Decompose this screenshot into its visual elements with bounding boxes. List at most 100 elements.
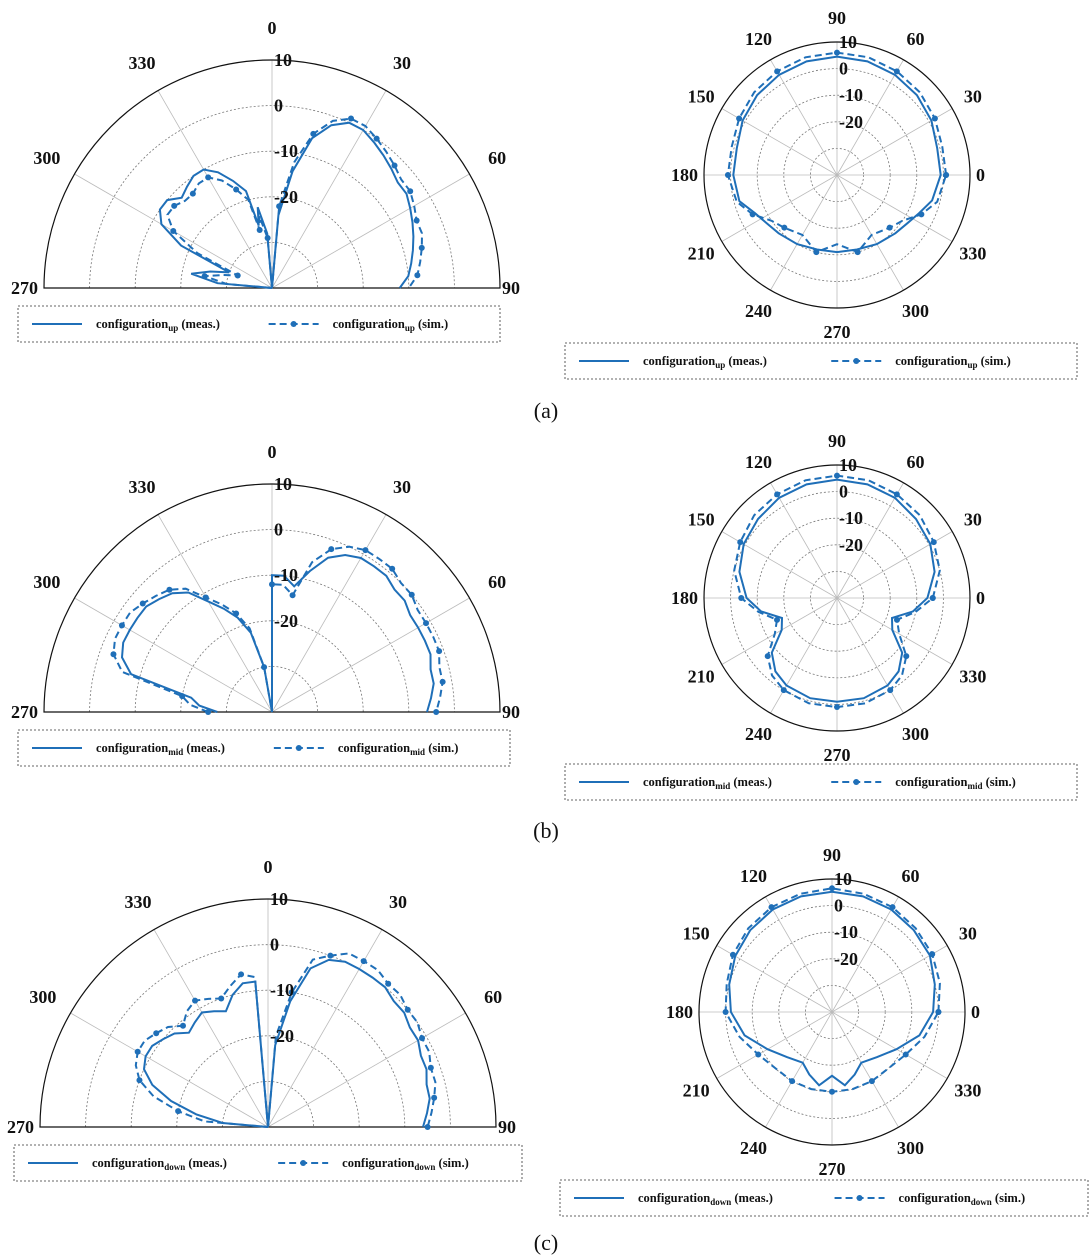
series-point-sim — [929, 595, 936, 601]
grid-spoke — [831, 1011, 948, 1079]
series-point-sim — [391, 162, 398, 169]
series-point-sim — [903, 653, 910, 660]
angle-tick-label: 60 — [901, 866, 919, 886]
series-point-sim — [264, 235, 271, 242]
angle-tick-label: 0 — [971, 1002, 980, 1022]
angle-tick-label: 30 — [389, 892, 407, 912]
series-point-sim — [179, 1022, 186, 1029]
series-point-sim — [419, 1035, 426, 1042]
series-line-meas — [728, 890, 936, 1087]
series-point-sim — [929, 951, 936, 958]
series-point-sim — [893, 491, 900, 498]
series-point-sim — [327, 952, 334, 959]
series-line-meas — [732, 55, 942, 254]
radial-tick-label: -20 — [839, 535, 863, 555]
angle-tick-label: 210 — [688, 666, 715, 686]
series-point-sim — [887, 687, 894, 694]
panel-label-a: (a) — [534, 398, 558, 423]
angle-tick-label: 330 — [959, 243, 986, 263]
angle-tick-label: 0 — [976, 165, 985, 185]
series-point-sim — [362, 547, 369, 554]
angle-tick-label: 30 — [959, 924, 977, 944]
series-point-sim — [834, 472, 840, 479]
legend-label-meas: configurationup (meas.) — [96, 317, 220, 333]
series-point-sim — [902, 1051, 909, 1058]
grid-spoke — [836, 59, 904, 176]
angle-tick-label: 120 — [740, 866, 767, 886]
series-point-sim — [192, 997, 199, 1004]
series-line-sim — [733, 474, 941, 709]
series-line-sim — [724, 887, 941, 1093]
series-point-sim — [893, 68, 900, 75]
series-point-sim — [408, 591, 415, 598]
angle-tick-label: 150 — [683, 924, 710, 944]
series-point-sim — [202, 594, 209, 601]
legend-marker-sim — [295, 745, 302, 751]
series-point-sim — [431, 1094, 438, 1101]
series-point-sim — [414, 272, 421, 279]
radial-tick-label: 10 — [839, 455, 857, 475]
polar-frame — [703, 41, 971, 309]
legend-marker-sim — [856, 1195, 863, 1201]
series-point-sim — [407, 188, 414, 195]
grid-spoke — [271, 173, 470, 289]
series-point-sim — [889, 904, 896, 911]
radial-tick-label: -10 — [839, 508, 863, 528]
grid-spoke — [831, 1011, 899, 1128]
grid-spoke — [836, 597, 904, 714]
legend-box — [559, 1179, 1089, 1217]
grid-spoke — [157, 90, 273, 289]
legend-label-sim: configurationmid (sim.) — [895, 775, 1016, 791]
series-point-sim — [935, 1009, 942, 1015]
grid-spoke — [267, 1012, 466, 1128]
polar-chart-a-full: 0 30 60 90 120 150 180 210 240 270 300 330 10 0 -10 -20… — [564, 8, 1078, 380]
polar-chart-b-full: 0 30 60 90 120 150 180 210 240 270 300 330 10 0 -10 -20… — [564, 431, 1078, 801]
radial-tick-label: -20 — [839, 112, 863, 132]
angle-tick-label: 30 — [393, 53, 411, 73]
angle-tick-label: 60 — [484, 987, 502, 1007]
angle-tick-label: 90 — [823, 845, 841, 865]
angle-tick-label: 240 — [740, 1138, 767, 1158]
radial-tick-label: 0 — [274, 520, 283, 540]
angle-tick-label: 180 — [666, 1002, 693, 1022]
angle-tick-label: 300 — [33, 572, 60, 592]
series-point-sim — [774, 68, 781, 75]
legend-box — [13, 1144, 523, 1182]
polar-chart-b-half: 270 300 330 0 30 60 90 10 0 -10 -20 configurationmi… — [11, 442, 520, 767]
series-point-sim — [413, 217, 420, 224]
grid-spoke — [765, 1011, 833, 1128]
series-point-sim — [829, 1088, 835, 1095]
grid-spoke — [721, 597, 838, 665]
legend-box — [564, 763, 1078, 801]
angle-tick-label: 150 — [688, 510, 715, 530]
grid-spoke — [721, 174, 838, 242]
series-point-sim — [834, 49, 840, 56]
grid-ring — [89, 105, 455, 289]
series-point-sim — [433, 709, 440, 715]
angle-tick-label: 30 — [393, 477, 411, 497]
series-point-sim — [931, 115, 938, 122]
radial-tick-label: -10 — [274, 141, 298, 161]
radial-tick-label: 10 — [834, 869, 852, 889]
series-point-sim — [118, 622, 125, 629]
angle-tick-label: 90 — [502, 278, 520, 298]
series-point-sim — [139, 600, 146, 607]
grid-spoke — [716, 1011, 833, 1079]
angle-tick-label: 330 — [129, 53, 156, 73]
grid-ring — [130, 989, 406, 1128]
series-point-sim — [768, 904, 775, 911]
series-point-sim — [722, 1009, 729, 1015]
radial-tick-label: 0 — [270, 935, 279, 955]
grid-ring — [134, 150, 410, 289]
radial-tick-label: 10 — [274, 50, 292, 70]
grid-spoke — [836, 482, 904, 599]
angle-tick-label: 120 — [745, 452, 772, 472]
angle-tick-label: 30 — [964, 510, 982, 530]
angle-tick-label: 300 — [29, 987, 56, 1007]
series-point-sim — [385, 980, 392, 987]
series-point-sim — [205, 709, 212, 715]
angle-tick-label: 0 — [268, 442, 277, 462]
grid-spoke — [153, 929, 269, 1128]
series-point-sim — [310, 130, 317, 137]
radial-tick-label: -10 — [270, 980, 294, 1000]
